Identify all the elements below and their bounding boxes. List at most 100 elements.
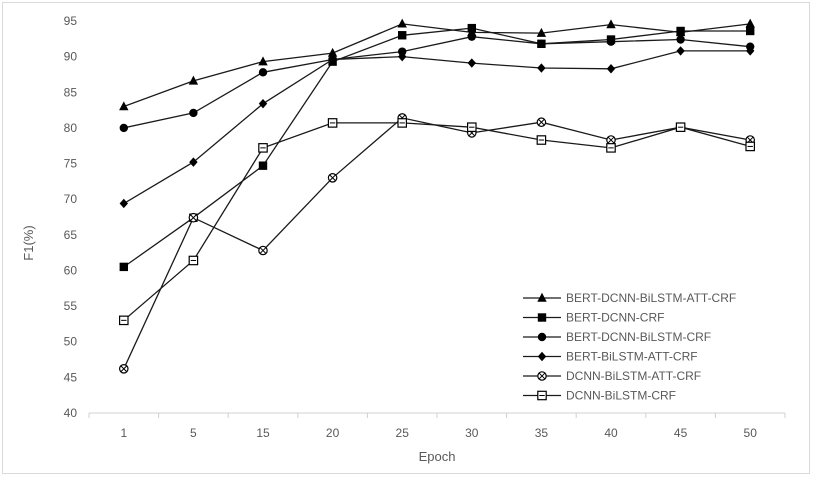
- data-point: [328, 54, 337, 65]
- series-line: [123, 122, 751, 321]
- data-point: [258, 56, 268, 66]
- data-point: [467, 23, 476, 33]
- data-point: [258, 161, 268, 170]
- data-point: [119, 364, 129, 374]
- data-point: [745, 18, 755, 28]
- legend-marker: [537, 371, 547, 381]
- x-tick-label: 50: [744, 426, 758, 440]
- data-point: [118, 315, 129, 326]
- data-point: [258, 68, 268, 77]
- data-point: [537, 63, 546, 73]
- data-point: [536, 135, 547, 145]
- data-point: [188, 75, 199, 85]
- data-point: [398, 31, 407, 40]
- data-point: [189, 108, 198, 118]
- data-point: [258, 98, 268, 109]
- plot-area: [118, 18, 755, 374]
- x-axis-label: Epoch: [419, 449, 456, 464]
- data-point: [119, 262, 128, 272]
- legend-label: DCNN-BiLSTM-CRF: [566, 389, 676, 403]
- y-tick-label: 70: [64, 192, 78, 206]
- y-tick-label: 45: [64, 370, 78, 384]
- data-point: [536, 27, 547, 37]
- legend-label: BERT-BiLSTM-ATT-CRF: [566, 350, 698, 364]
- data-point: [467, 32, 476, 41]
- data-point: [676, 26, 685, 36]
- marker-cross: [259, 247, 267, 254]
- data-point: [188, 255, 199, 266]
- x-tick-label: 1: [120, 426, 127, 440]
- x-tick-label: 30: [465, 426, 479, 440]
- x-tick-label: 15: [256, 426, 270, 440]
- legend-item-bert-bilstm-att-crf: BERT-BiLSTM-ATT-CRF: [523, 350, 698, 364]
- legend-item-dcnn-bilstm-crf: DCNN-BiLSTM-CRF: [523, 389, 676, 403]
- data-point: [606, 64, 616, 74]
- series-bert-dcnn-bilstm-att-crf: [119, 18, 755, 111]
- legend-marker: [537, 332, 547, 342]
- legend-label: BERT-DCNN-BiLSTM-CRF: [566, 330, 711, 344]
- legend-marker: [537, 351, 547, 362]
- series-dcnn-bilstm-crf: [118, 118, 755, 326]
- y-tick-label: 40: [64, 406, 78, 420]
- legend: BERT-DCNN-BiLSTM-ATT-CRF BERT-DCNN-CRF BER…: [523, 291, 736, 403]
- y-tick-label: 75: [64, 157, 78, 171]
- y-tick-label: 95: [64, 14, 78, 28]
- marker-cross: [190, 214, 197, 221]
- data-point: [467, 122, 477, 132]
- data-point: [189, 157, 198, 167]
- legend-label: DCNN-BiLSTM-ATT-CRF: [566, 369, 701, 383]
- data-point: [258, 245, 268, 256]
- data-point: [606, 135, 616, 145]
- data-point: [746, 46, 755, 56]
- data-point: [397, 118, 407, 128]
- data-point: [675, 122, 686, 132]
- data-point: [327, 173, 338, 183]
- data-point: [537, 39, 546, 49]
- series-line: [123, 27, 751, 268]
- data-point: [398, 47, 407, 56]
- x-tick-label: 35: [535, 426, 549, 440]
- data-point: [606, 19, 616, 29]
- data-point: [398, 51, 407, 62]
- y-tick-label: 90: [64, 50, 78, 64]
- legend-item-bert-dcnn-bilstm-crf: BERT-DCNN-BiLSTM-CRF: [523, 330, 711, 344]
- y-tick-label: 50: [64, 335, 78, 349]
- chart-frame: 40 45 50 55 60 65 70 75 80 85 90 95 1 5 15 20 25 30 35 40 4…: [2, 2, 810, 474]
- series-line: [123, 36, 751, 129]
- x-tick-label: 45: [674, 426, 688, 440]
- data-point: [745, 141, 755, 152]
- data-point: [746, 26, 755, 36]
- series-bert-dcnn-bilstm-crf: [119, 32, 755, 133]
- data-point: [327, 47, 338, 57]
- x-tick-label: 5: [190, 426, 197, 440]
- data-point: [119, 101, 129, 111]
- x-tick-label: 20: [326, 426, 340, 440]
- marker-cross: [538, 372, 546, 380]
- series-bert-bilstm-att-crf: [119, 46, 755, 209]
- series-bert-dcnn-crf: [119, 23, 755, 272]
- data-point: [606, 143, 616, 153]
- data-point: [606, 37, 616, 46]
- legend-item-dcnn-bilstm-att-crf: DCNN-BiLSTM-ATT-CRF: [523, 369, 701, 383]
- legend-label: BERT-DCNN-CRF: [566, 311, 664, 325]
- legend-item-bert-dcnn-crf: BERT-DCNN-CRF: [523, 311, 664, 325]
- y-tick-label: 65: [64, 228, 78, 242]
- data-point: [327, 118, 338, 128]
- y-axis: 40 45 50 55 60 65 70 75 80 85 90 95: [64, 14, 78, 420]
- x-tick-label: 25: [396, 426, 410, 440]
- y-tick-label: 55: [64, 299, 78, 313]
- y-axis-label: F1(%): [21, 225, 36, 260]
- x-tick-label: 40: [604, 426, 618, 440]
- data-point: [676, 46, 685, 56]
- legend-label: BERT-DCNN-BiLSTM-ATT-CRF: [566, 291, 736, 305]
- y-tick-label: 85: [64, 85, 78, 99]
- marker-cross: [538, 119, 545, 126]
- data-point: [397, 18, 407, 28]
- y-tick-label: 60: [64, 263, 78, 277]
- data-point: [119, 198, 128, 209]
- legend-marker: [537, 313, 547, 322]
- data-point: [258, 143, 268, 153]
- data-point: [536, 117, 547, 128]
- x-axis: 1 5 15 20 25 30 35 40 45 50: [88, 412, 786, 440]
